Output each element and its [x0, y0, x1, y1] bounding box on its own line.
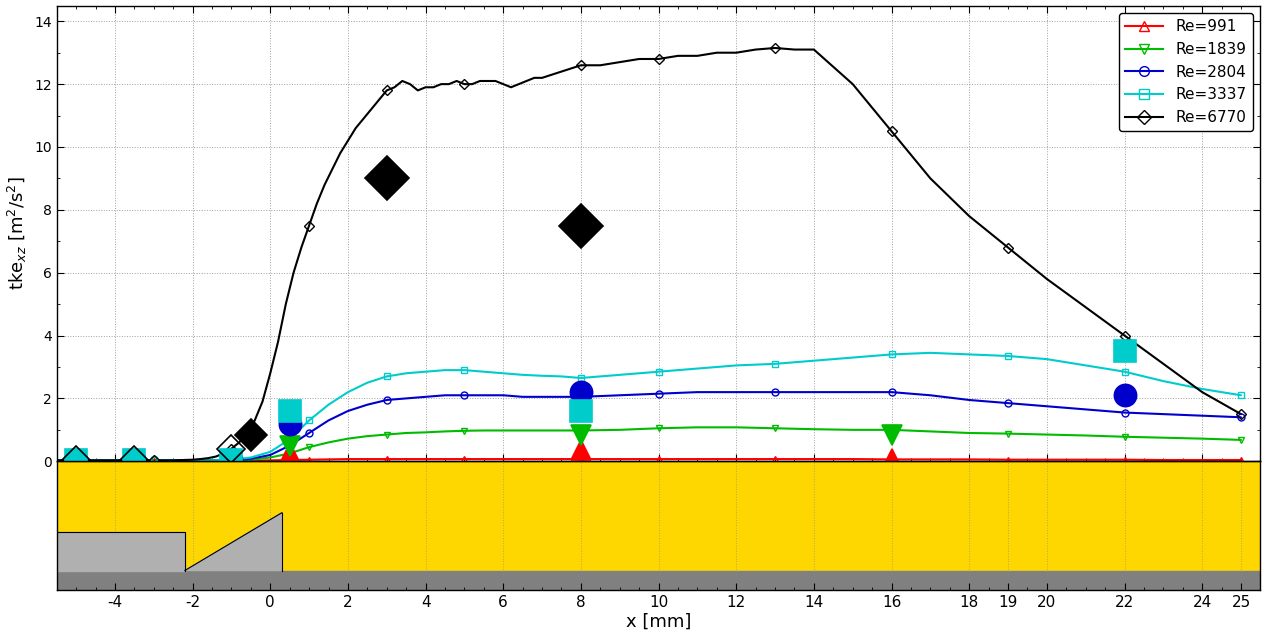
- Y-axis label: tke$_{xz}$ [m$^2$/s$^2$]: tke$_{xz}$ [m$^2$/s$^2$]: [5, 176, 29, 291]
- Legend: Re=991, Re=1839, Re=2804, Re=3337, Re=6770: Re=991, Re=1839, Re=2804, Re=3337, Re=67…: [1119, 13, 1253, 131]
- Polygon shape: [185, 513, 282, 570]
- Polygon shape: [57, 532, 185, 570]
- X-axis label: x [mm]: x [mm]: [625, 612, 691, 630]
